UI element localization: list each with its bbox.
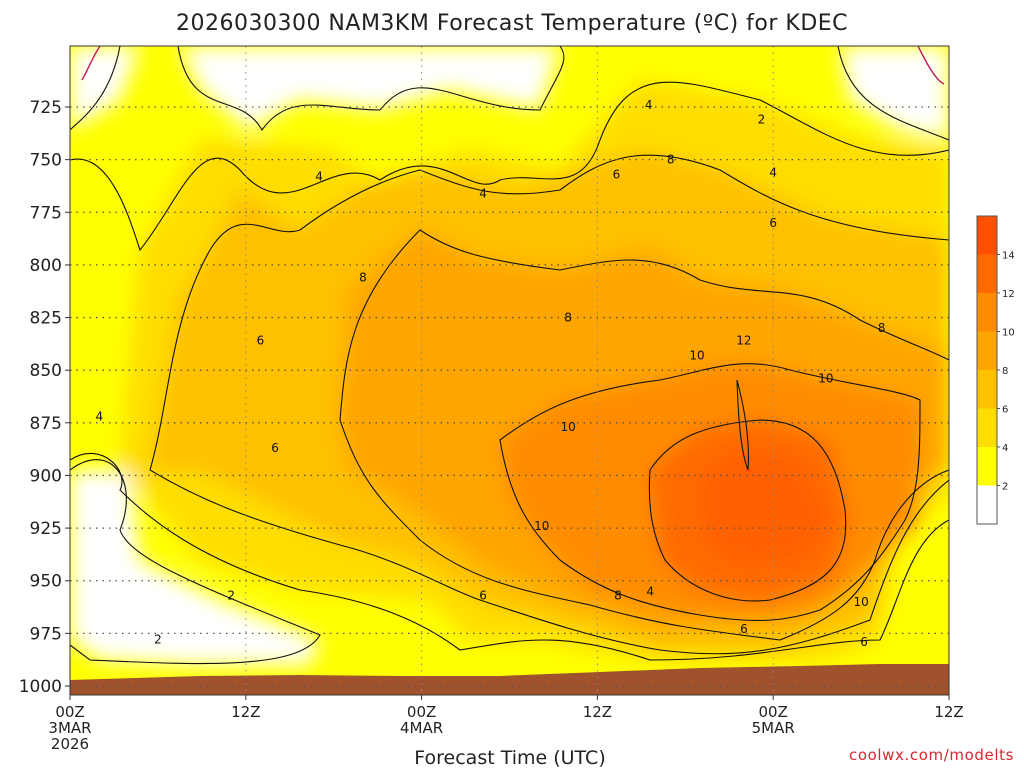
- contour-label: 2: [227, 588, 235, 602]
- colorbar-swatch: [977, 293, 997, 332]
- contour-labels: 2 4 4 4 4 6 8 6 8 8 8 6 10 12 10 10 4 6 10 6 8 4 10 2 2 6 6: [95, 98, 885, 649]
- contour-label: 4: [315, 169, 323, 183]
- x-tick-label: 12Z: [583, 703, 612, 721]
- contour-label: 12: [736, 334, 751, 348]
- y-tick-label: 1000: [19, 677, 62, 697]
- colorbar: 2 4 6 8 10 12 14: [976, 215, 1015, 525]
- contour-label: 6: [271, 441, 279, 455]
- ground-surface: [70, 664, 949, 695]
- contour-label: 8: [359, 271, 367, 285]
- contour-label: 6: [257, 334, 265, 348]
- band-lt2: [70, 46, 140, 130]
- contour-label: 8: [878, 321, 886, 335]
- contour-label: 4: [479, 186, 487, 200]
- x-tick-label: 00Z: [759, 703, 788, 721]
- contour-label: 8: [564, 311, 572, 325]
- contour-label: 6: [740, 622, 748, 636]
- colorbar-label: 2: [1002, 482, 1008, 493]
- credit-text[interactable]: coolwx.com/modelts: [849, 746, 1014, 764]
- x-tick-label: 3MAR: [48, 719, 91, 737]
- contour-lines: [70, 46, 949, 665]
- contour-label: 10: [560, 420, 575, 434]
- contour-label: 4: [646, 584, 654, 598]
- freezing-line-left: [81, 46, 101, 81]
- x-tick-label: 00Z: [55, 703, 84, 721]
- contour-label: 6: [479, 588, 487, 602]
- colorbar-label: 6: [1002, 405, 1008, 416]
- y-tick-label: 725: [30, 98, 62, 118]
- y-axis: 725 750 775 800 825 850 875 900 925 950 975 1000: [19, 98, 70, 697]
- x-axis-label: Forecast Time (UTC): [414, 747, 605, 768]
- contour-label: 10: [534, 519, 549, 533]
- y-tick-label: 925: [30, 519, 62, 539]
- contour-4: [70, 453, 949, 661]
- y-tick-label: 825: [30, 309, 62, 329]
- x-tick-label: 12Z: [934, 703, 963, 721]
- contour-6: [149, 469, 949, 655]
- contour-6: [149, 154, 949, 471]
- colorbar-swatch: [977, 447, 997, 486]
- contour-label: 6: [613, 167, 621, 181]
- freezing-line: [81, 46, 945, 85]
- x-tick-label: 00Z: [407, 703, 436, 721]
- contour-label: 10: [689, 348, 704, 362]
- contour-10: [499, 363, 921, 621]
- contour-label: 8: [614, 588, 622, 602]
- contour-2: [70, 46, 121, 131]
- contour-12: [648, 419, 847, 602]
- temperature-field: [70, 46, 949, 695]
- contour-4: [70, 81, 949, 252]
- contour-label: 6: [769, 216, 777, 230]
- contour-label: 2: [758, 113, 766, 127]
- contour-8: [339, 419, 949, 641]
- contour-label: 4: [95, 410, 103, 424]
- contour-2: [177, 46, 565, 132]
- y-tick-label: 800: [30, 256, 62, 276]
- y-tick-label: 950: [30, 572, 62, 592]
- x-tick-label: 2026: [51, 735, 89, 753]
- colorbar-swatch: [977, 254, 997, 293]
- band-12-14-core: [700, 450, 830, 565]
- contour-label: 4: [645, 98, 653, 112]
- freezing-line-right: [917, 46, 945, 85]
- contour-12: [736, 379, 749, 471]
- contour-label: 8: [667, 153, 675, 167]
- band-lt2: [70, 470, 320, 665]
- colorbar-label: 12: [1002, 289, 1015, 300]
- colorbar-label: 8: [1002, 366, 1008, 377]
- chart-title: 2026030300 NAM3KM Forecast Temperature (…: [176, 11, 848, 36]
- colorbar-swatch: [977, 331, 997, 370]
- x-tick-label: 5MAR: [752, 719, 795, 737]
- contour-label: 10: [818, 372, 833, 386]
- y-tick-label: 875: [30, 414, 62, 434]
- colorbar-swatch: [977, 370, 997, 409]
- colorbar-label: 14: [1002, 251, 1015, 262]
- contour-2: [837, 46, 949, 141]
- y-tick-label: 850: [30, 361, 62, 381]
- contour-8: [339, 229, 949, 421]
- colorbar-swatch: [977, 408, 997, 447]
- y-tick-label: 775: [30, 203, 62, 223]
- contour-label: 2: [154, 633, 162, 647]
- y-tick-label: 975: [30, 624, 62, 644]
- contour-label: 10: [853, 595, 868, 609]
- band-lt2: [840, 46, 949, 140]
- contour-label: 4: [769, 165, 777, 179]
- colorbar-label: 4: [1002, 443, 1008, 454]
- x-tick-label: 4MAR: [400, 719, 443, 737]
- band-lt2: [180, 46, 560, 130]
- y-tick-label: 900: [30, 466, 62, 486]
- grid-lines: [70, 46, 949, 695]
- y-tick-label: 750: [30, 151, 62, 171]
- contour-label: 6: [860, 635, 868, 649]
- x-tick-label: 12Z: [231, 703, 260, 721]
- colorbar-label: 10: [1002, 328, 1015, 339]
- colorbar-swatch: [977, 485, 997, 524]
- colorbar-swatch: [977, 216, 997, 255]
